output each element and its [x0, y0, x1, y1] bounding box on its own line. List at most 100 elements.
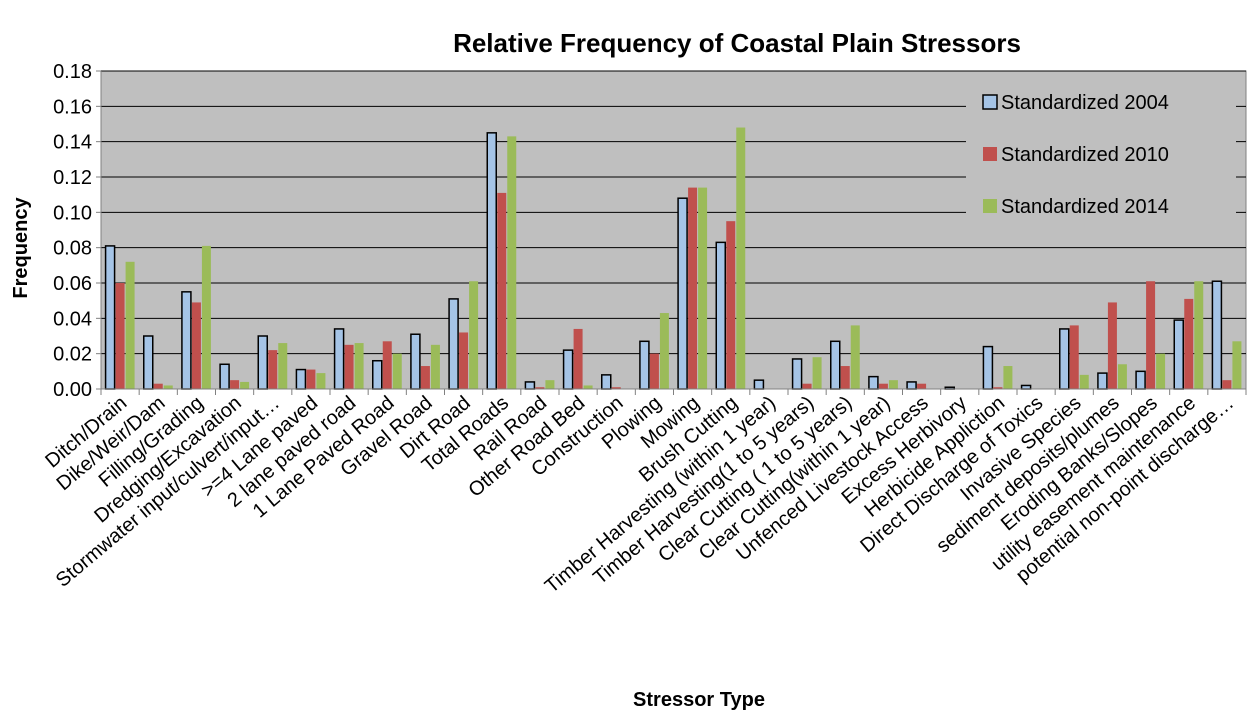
- bar-1-5: [257, 335, 268, 390]
- bar-3-7: [354, 343, 364, 389]
- bar-3-21: [888, 380, 898, 389]
- bar-2-17: [726, 221, 736, 389]
- bar-1-14: [601, 374, 612, 390]
- bar-1-28: [1135, 370, 1146, 390]
- bar-1-21: [868, 375, 879, 390]
- bar-2-29: [1184, 298, 1194, 389]
- bar-2-24: [993, 387, 1003, 389]
- bar-1-9: [410, 333, 421, 390]
- bar-2-11: [497, 192, 507, 389]
- bar-3-11: [507, 136, 517, 389]
- legend-label-1: Standardized 2004: [1001, 92, 1169, 114]
- bar-2-21: [878, 383, 888, 389]
- y-tick-label: 0.16: [53, 96, 92, 118]
- y-tick-label: 0.12: [53, 167, 92, 189]
- y-tick-labels: 0.00 0.02 0.04 0.06 0.08 0.10 0.12 0.14 0.16 0.18: [53, 61, 101, 401]
- y-tick-label: 0.08: [53, 238, 92, 260]
- bar-3-13: [583, 385, 593, 389]
- bar-2-3: [191, 302, 201, 389]
- bar-1-2: [143, 335, 154, 390]
- bar-1-13: [562, 349, 574, 390]
- bar-1-19: [791, 358, 803, 390]
- bar-1-1: [104, 245, 116, 390]
- legend: Standardized 2004 Standardized 2010 Standa…: [966, 80, 1236, 232]
- bar-3-5: [278, 343, 288, 389]
- bar-3-20: [850, 325, 860, 389]
- bar-3-9: [430, 344, 440, 389]
- y-tick-label: 0.18: [53, 61, 92, 83]
- bar-2-15: [649, 353, 659, 389]
- y-tick-label: 0.06: [53, 273, 92, 295]
- bar-3-8: [392, 353, 402, 389]
- x-axis-label: Stressor Type: [633, 689, 765, 711]
- bar-2-19: [802, 383, 812, 389]
- bar-3-3: [201, 245, 211, 389]
- bar-2-16: [688, 187, 698, 389]
- bar-1-15: [639, 340, 650, 390]
- bars: [104, 127, 1242, 390]
- bar-2-7: [344, 344, 354, 389]
- y-tick-label: 0.14: [53, 132, 92, 154]
- bar-3-17: [736, 127, 746, 390]
- bar-2-14: [611, 387, 621, 389]
- bar-2-28: [1146, 281, 1156, 389]
- bar-2-4: [230, 380, 240, 389]
- bar-1-11: [486, 132, 497, 390]
- bar-1-25: [1020, 384, 1032, 390]
- legend-swatch-2: [983, 147, 997, 161]
- bar-2-2: [153, 383, 163, 389]
- y-axis-label: Frequency: [10, 197, 32, 299]
- legend-swatch-1: [982, 94, 998, 110]
- bar-1-17: [715, 241, 726, 390]
- bar-2-5: [268, 350, 278, 389]
- bar-3-19: [812, 357, 822, 389]
- bar-1-4: [219, 363, 230, 390]
- bar-2-6: [306, 369, 316, 389]
- bar-3-10: [469, 281, 479, 389]
- bar-1-18: [753, 379, 765, 390]
- bar-2-1: [115, 283, 125, 389]
- bar-3-4: [240, 381, 250, 389]
- bar-3-12: [545, 380, 555, 389]
- bar-1-7: [333, 328, 345, 390]
- bar-1-26: [1059, 328, 1070, 390]
- bar-1-8: [372, 359, 383, 390]
- bar-1-12: [524, 381, 536, 390]
- bar-2-20: [840, 366, 850, 389]
- legend-swatch-3: [983, 199, 997, 213]
- bar-3-30: [1232, 341, 1242, 389]
- bar-2-10: [459, 332, 469, 389]
- x-ticks: [100, 389, 1247, 395]
- bar-3-16: [698, 187, 708, 389]
- bar-1-30: [1211, 280, 1223, 390]
- bar-1-10: [448, 298, 459, 390]
- bar-2-26: [1069, 325, 1079, 389]
- x-tick-labels: Ditch/DrainDike/Weir/DamFilling/GradingD…: [41, 392, 1238, 598]
- bar-1-6: [295, 368, 307, 390]
- bar-3-6: [316, 373, 326, 389]
- y-tick-label: 0.10: [53, 202, 92, 224]
- bar-2-12: [535, 387, 545, 389]
- bar-1-29: [1173, 319, 1184, 390]
- bar-3-2: [163, 385, 173, 389]
- bar-3-28: [1156, 353, 1166, 389]
- chart-title: Relative Frequency of Coastal Plain Stre…: [453, 28, 1021, 58]
- bar-1-27: [1097, 372, 1108, 390]
- bar-2-13: [573, 328, 583, 389]
- y-tick-label: 0.02: [53, 344, 92, 366]
- bar-3-24: [1003, 366, 1013, 389]
- bar-3-26: [1079, 374, 1089, 389]
- bar-2-9: [420, 366, 430, 389]
- legend-box: [966, 80, 1236, 232]
- legend-label-3: Standardized 2014: [1001, 196, 1169, 218]
- bar-2-27: [1107, 302, 1117, 389]
- bar-3-29: [1194, 281, 1204, 389]
- bar-2-30: [1222, 380, 1232, 389]
- bar-3-27: [1117, 364, 1127, 389]
- y-tick-label: 0.04: [53, 308, 92, 330]
- y-tick-label: 0.00: [53, 379, 92, 401]
- bar-1-20: [830, 340, 841, 390]
- bar-1-22: [906, 381, 917, 390]
- bar-2-22: [917, 383, 927, 389]
